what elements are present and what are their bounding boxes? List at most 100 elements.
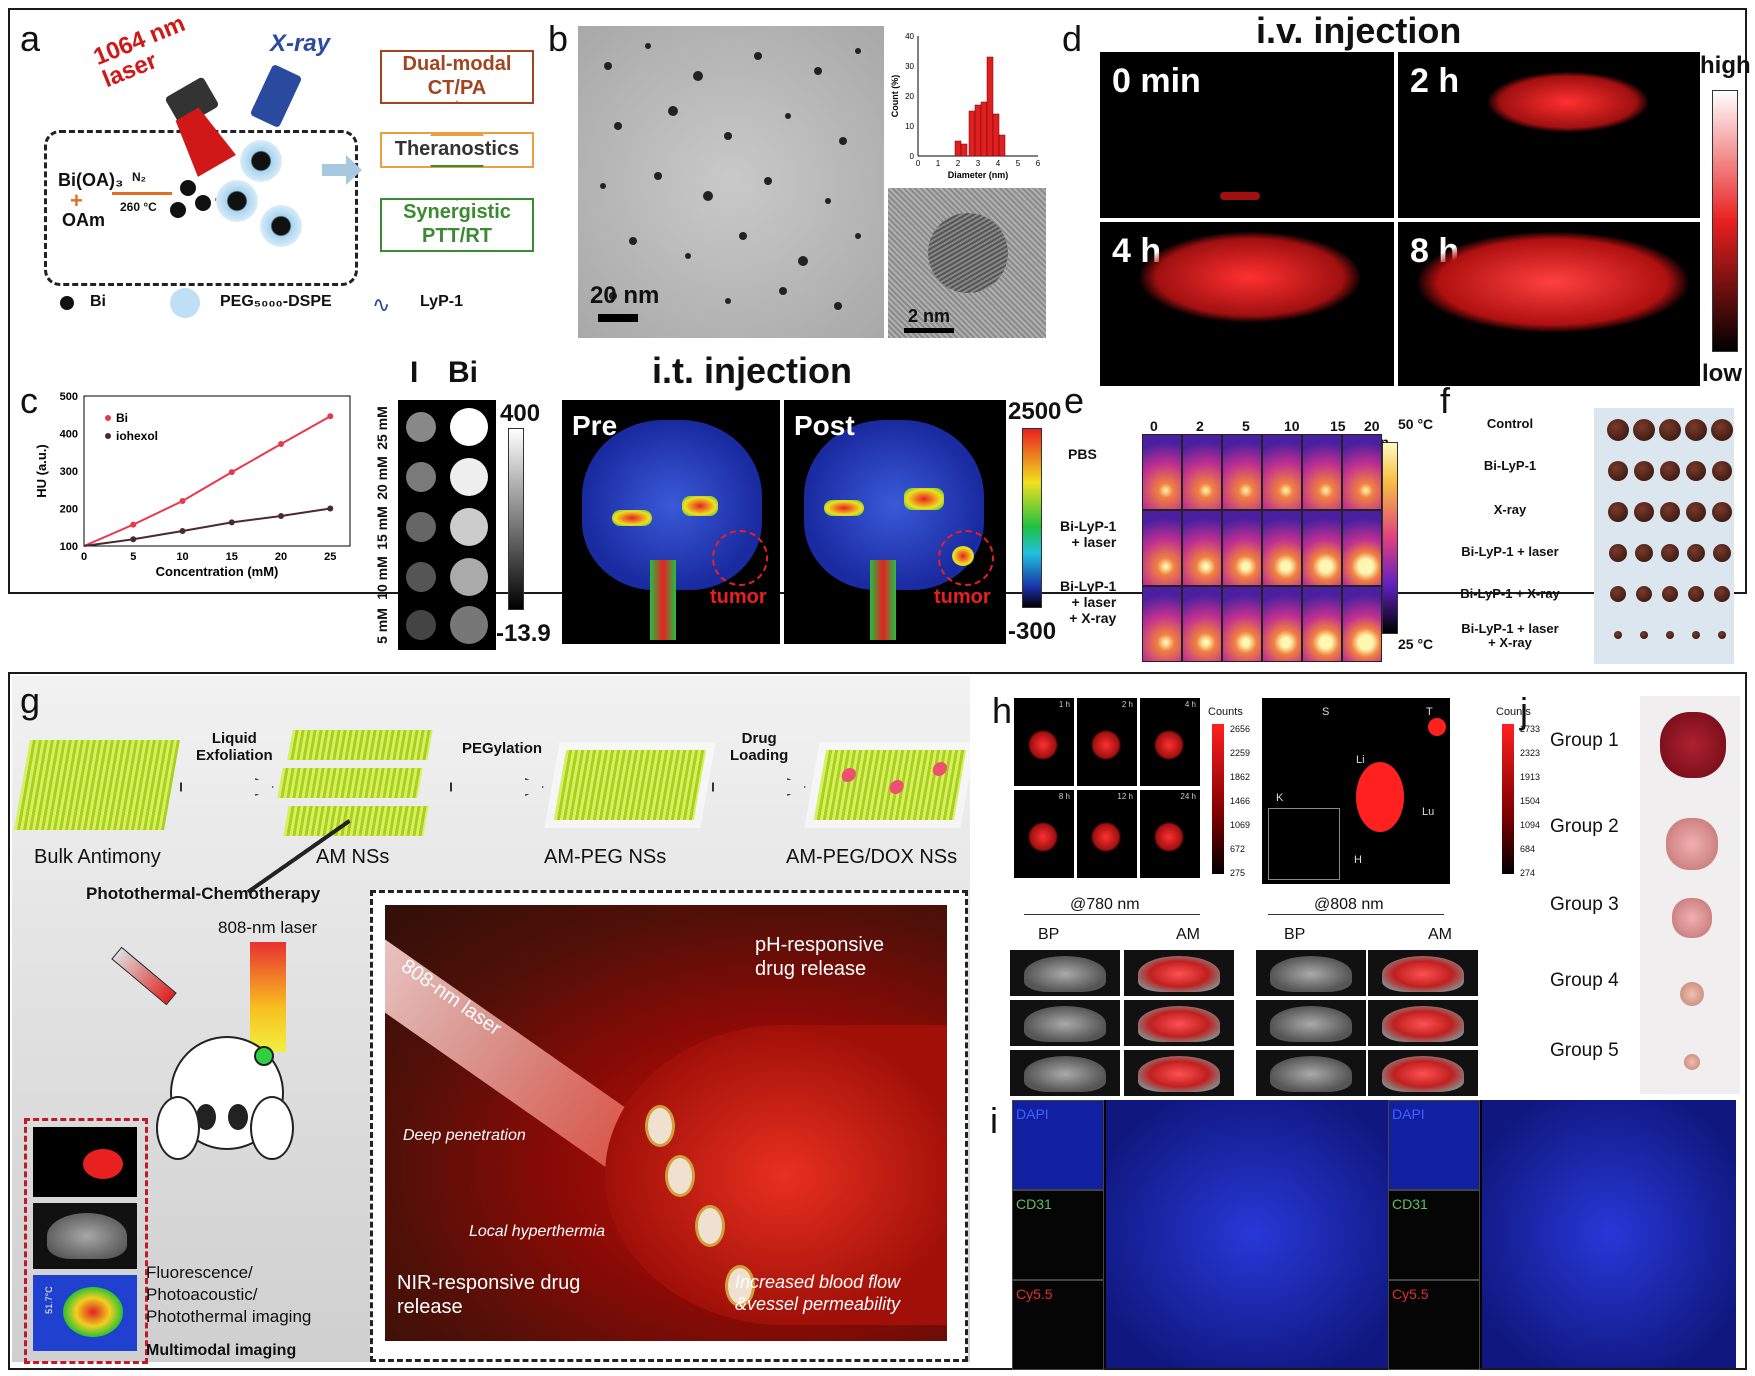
panel-a: 1064 nm laser X-ray Bi(OA)₃ + OAm N₂ 260… bbox=[20, 10, 560, 330]
it-max: 2500 bbox=[1008, 398, 1062, 425]
rbc bbox=[725, 1265, 755, 1307]
spine bbox=[870, 560, 896, 640]
thermal-colorbar bbox=[1382, 442, 1398, 634]
legend-lyp-wave: ∿ bbox=[372, 292, 391, 317]
ct-well-i bbox=[406, 610, 436, 640]
pa-image bbox=[1124, 1050, 1234, 1096]
excised-tumor bbox=[1688, 586, 1704, 602]
pa-signal bbox=[1382, 956, 1464, 992]
panel-e-letter: e bbox=[1064, 380, 1085, 421]
high-label: high bbox=[1700, 52, 1751, 79]
spine bbox=[650, 560, 676, 640]
f-row-label: Control bbox=[1486, 416, 1534, 431]
excised-tumor bbox=[1666, 631, 1674, 639]
thermal-low: 25 °C bbox=[1398, 636, 1434, 652]
pa-signal bbox=[1382, 1056, 1464, 1092]
excised-tumor bbox=[1608, 461, 1628, 481]
time-label: 0 min bbox=[1112, 62, 1201, 100]
signal bbox=[83, 1149, 123, 1179]
ph-label: pH-responsive drug release bbox=[755, 934, 884, 980]
legend-lyp: LyP-1 bbox=[420, 293, 463, 310]
excised-tumor bbox=[1609, 544, 1627, 562]
excised-tumor bbox=[1712, 502, 1732, 522]
step-label: Liquid Exfoliation bbox=[196, 730, 273, 764]
bi-np-dot bbox=[195, 195, 211, 211]
x-tick-label: 4 bbox=[996, 159, 1001, 168]
thermal-image bbox=[1182, 586, 1222, 662]
time-label: 2 h bbox=[1410, 62, 1460, 100]
wl-808: @808 nm bbox=[1314, 896, 1384, 913]
stage-label: AM-PEG NSs bbox=[544, 846, 667, 868]
am-peg-graphic bbox=[553, 750, 707, 820]
wl-780: @780 nm bbox=[1070, 896, 1140, 913]
time-label: 24 h bbox=[1180, 792, 1196, 801]
counts-label-2: Counts bbox=[1496, 706, 1531, 718]
am-peg-dox-graphic bbox=[813, 750, 967, 820]
excised-tumors bbox=[1594, 408, 1734, 664]
histogram-bar bbox=[968, 110, 976, 157]
hrtem-scale-label: 2 nm bbox=[908, 306, 951, 326]
pa-image bbox=[1010, 1000, 1120, 1046]
excised-tumor bbox=[1686, 461, 1706, 481]
am-ns-graphic bbox=[277, 768, 423, 798]
imaging-inset: 51.7°C bbox=[24, 1118, 148, 1364]
pa-signal bbox=[1270, 1006, 1352, 1042]
fluorescence-signal bbox=[1028, 730, 1058, 760]
biodistribution-image: S T Li K Lu H bbox=[1262, 698, 1450, 884]
bulk-antimony-graphic bbox=[14, 740, 180, 830]
y-axis-label: Count (%) bbox=[890, 75, 900, 118]
y-tick-label: 0 bbox=[910, 152, 915, 161]
ct-header-bi: Bi bbox=[448, 356, 478, 389]
pa-signal bbox=[1270, 1056, 1352, 1092]
counts-bar-2 bbox=[1502, 724, 1514, 874]
x-tick-label: 3 bbox=[976, 159, 981, 168]
data-point bbox=[278, 513, 285, 519]
data-point bbox=[179, 498, 186, 504]
tumor-g4 bbox=[1680, 982, 1704, 1006]
f-row-label: X-ray bbox=[1493, 502, 1527, 517]
hrtem-particle bbox=[928, 213, 1008, 293]
x-axis-label: Concentration (mM) bbox=[156, 564, 279, 579]
vessel-illustration bbox=[385, 905, 947, 1341]
scale-tick-label: 1913 bbox=[1520, 772, 1541, 782]
time-col: 10 bbox=[1284, 418, 1300, 434]
x-tick-label: 2 bbox=[956, 159, 961, 168]
thermal-image bbox=[1142, 434, 1182, 510]
scale-tick-label: 1504 bbox=[1520, 796, 1541, 806]
x-tick-label: 5 bbox=[130, 551, 136, 563]
low-label: low bbox=[1702, 360, 1742, 387]
stain-label: CD31 bbox=[1392, 1196, 1428, 1212]
excised-tumor bbox=[1633, 419, 1655, 441]
rbc bbox=[665, 1155, 695, 1197]
tem-scale-label: 20 nm bbox=[590, 282, 660, 309]
fluorescence-tile: 4 h bbox=[1140, 698, 1200, 786]
x-tick-label: 5 bbox=[1016, 159, 1021, 168]
x-tick-label: 25 bbox=[324, 551, 336, 563]
coated-np bbox=[260, 205, 302, 247]
tumor-signal bbox=[1428, 718, 1446, 736]
ct-well-bi bbox=[450, 408, 488, 446]
scale-tick-label: 274 bbox=[1520, 868, 1536, 878]
stain-label: DAPI bbox=[1392, 1106, 1425, 1122]
scale-tick-label: 672 bbox=[1230, 844, 1246, 854]
if-set-2: DAPI CD31 Cy5.5 bbox=[1388, 1100, 1736, 1370]
time-col: 0 bbox=[1150, 418, 1158, 434]
thermal-image bbox=[1302, 586, 1342, 662]
temp-label: 51.7°C bbox=[43, 1286, 54, 1314]
tem-particles bbox=[600, 43, 861, 310]
panel-d-letter: d bbox=[1062, 18, 1083, 59]
dapi-small bbox=[1388, 1100, 1480, 1190]
up-arrow bbox=[430, 100, 484, 136]
thermal-image bbox=[1182, 510, 1222, 586]
pa-signal bbox=[1024, 1056, 1106, 1092]
time-label: 8 h bbox=[1058, 792, 1070, 801]
dox-dot bbox=[931, 762, 949, 776]
pa-signal bbox=[1138, 1006, 1220, 1042]
bi-np-dot bbox=[170, 202, 186, 218]
col-label: AM bbox=[1176, 926, 1200, 943]
histogram-bar bbox=[992, 113, 1000, 157]
hrtem-image: 2 nm bbox=[888, 188, 1046, 338]
time-label: 1 h bbox=[1058, 700, 1070, 709]
tumor-g5 bbox=[1684, 1054, 1700, 1070]
laser-808-label: 808-nm laser bbox=[218, 918, 318, 937]
